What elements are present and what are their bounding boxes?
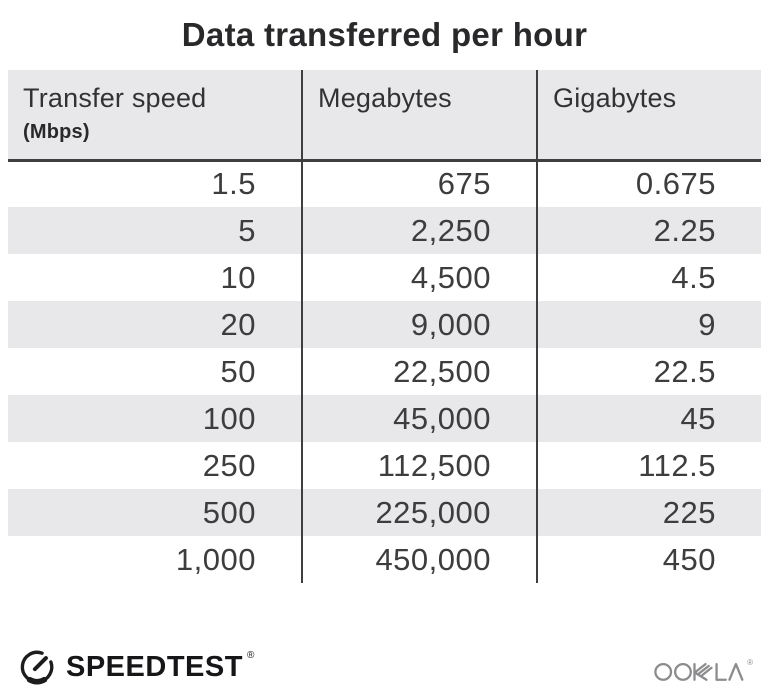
cell-megabytes: 2,250 (301, 207, 537, 254)
cell-mbps: 100 (8, 395, 302, 442)
table-row: 250 112,500 112.5 (8, 442, 761, 489)
ookla-wordmark-icon (654, 662, 744, 681)
col-header-gigabytes: Gigabytes (536, 70, 761, 160)
cell-mbps: 5 (8, 207, 302, 254)
cell-gigabytes: 0.675 (536, 160, 761, 207)
table-row: 1.5 675 0.675 (8, 160, 761, 207)
col-header-label: Megabytes (318, 83, 452, 113)
data-table: Transfer speed (Mbps) Megabytes Gigabyte… (8, 70, 761, 583)
cell-gigabytes: 225 (536, 489, 761, 536)
table-row: 100 45,000 45 (8, 395, 761, 442)
registered-mark: ® (246, 650, 255, 661)
col-header-transfer-speed: Transfer speed (Mbps) (8, 70, 302, 160)
cell-mbps: 50 (8, 348, 302, 395)
cell-gigabytes: 2.25 (536, 207, 761, 254)
cell-megabytes: 112,500 (301, 442, 537, 489)
cell-gigabytes: 450 (536, 536, 761, 583)
table-row: 5 2,250 2.25 (8, 207, 761, 254)
footer: SPEEDTEST ® ® (0, 646, 769, 698)
cell-gigabytes: 112.5 (536, 442, 761, 489)
cell-mbps: 10 (8, 254, 302, 301)
cell-megabytes: 225,000 (301, 489, 537, 536)
cell-megabytes: 45,000 (301, 395, 537, 442)
header-row: Transfer speed (Mbps) Megabytes Gigabyte… (8, 70, 761, 160)
cell-gigabytes: 4.5 (536, 254, 761, 301)
cell-gigabytes: 45 (536, 395, 761, 442)
cell-megabytes: 9,000 (301, 301, 537, 348)
col-header-megabytes: Megabytes (301, 70, 537, 160)
speedtest-logo: SPEEDTEST ® (16, 646, 254, 688)
table-row: 1,000 450,000 450 (8, 536, 761, 583)
table-row: 10 4,500 4.5 (8, 254, 761, 301)
col-header-label: Gigabytes (553, 83, 677, 113)
col-header-label: Transfer speed (23, 83, 207, 113)
speedtest-gauge-icon (20, 650, 54, 685)
cell-gigabytes: 9 (536, 301, 761, 348)
page-title: Data transferred per hour (181, 16, 588, 53)
cell-mbps: 20 (8, 301, 302, 348)
cell-megabytes: 450,000 (301, 536, 537, 583)
cell-megabytes: 675 (301, 160, 537, 207)
speedtest-wordmark: SPEEDTEST (66, 650, 243, 683)
cell-mbps: 250 (8, 442, 302, 489)
registered-mark: ® (747, 658, 753, 667)
cell-mbps: 1,000 (8, 536, 302, 583)
col-header-unit: (Mbps) (23, 121, 90, 143)
cell-mbps: 1.5 (8, 160, 302, 207)
cell-gigabytes: 22.5 (536, 348, 761, 395)
cell-megabytes: 4,500 (301, 254, 537, 301)
table-body: 1.5 675 0.675 5 2,250 2.25 10 4,500 4.5 20 9,000 9 5… (8, 160, 761, 583)
table-row: 20 9,000 9 (8, 301, 761, 348)
table-row: 50 22,500 22.5 (8, 348, 761, 395)
cell-mbps: 500 (8, 489, 302, 536)
ookla-logo: ® (654, 658, 753, 688)
table-row: 500 225,000 225 (8, 489, 761, 536)
cell-megabytes: 22,500 (301, 348, 537, 395)
